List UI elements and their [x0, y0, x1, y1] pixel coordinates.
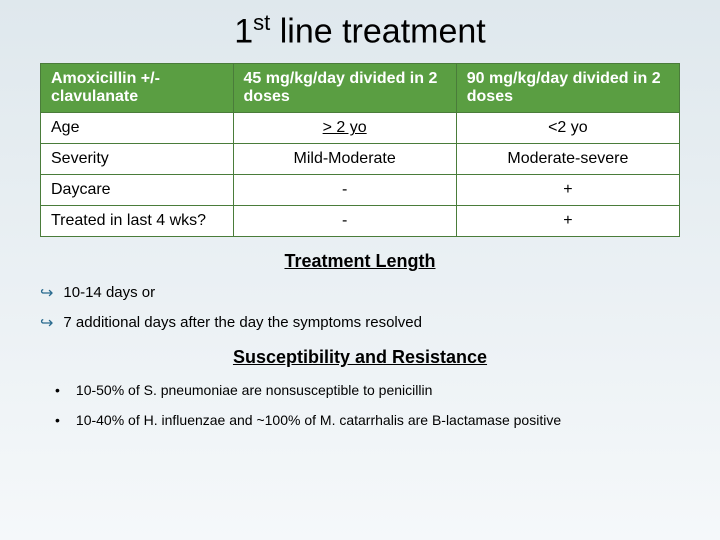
list-item-text: 10-40% of H. influenzae and ~100% of M. … [76, 412, 561, 428]
treatment-list: ↪ 10-14 days or ↪ 7 additional days afte… [40, 284, 720, 332]
row-val1: - [233, 206, 456, 237]
resistance-list: • 10-50% of S. pneumoniae are nonsuscept… [55, 382, 720, 428]
slide-title: 1st line treatment [0, 10, 720, 51]
list-item: • 10-40% of H. influenzae and ~100% of M… [55, 412, 720, 428]
dose2-header: 90 mg/kg/day divided in 2 doses [456, 64, 679, 113]
list-item: • 10-50% of S. pneumoniae are nonsuscept… [55, 382, 720, 398]
list-item-text: 7 additional days after the day the symp… [63, 314, 422, 331]
title-superscript: st [253, 10, 270, 35]
row-label: Daycare [41, 175, 234, 206]
row-val1: > 2 yo [233, 113, 456, 144]
drug-header: Amoxicillin +/- clavulanate [41, 64, 234, 113]
row-val2: Moderate-severe [456, 144, 679, 175]
table-row: Treated in last 4 wks? - + [41, 206, 680, 237]
title-prefix: 1 [234, 12, 253, 50]
list-item-text: 10-50% of S. pneumoniae are nonsusceptib… [76, 382, 432, 398]
arrow-icon: ↪ [40, 284, 53, 303]
row-val1: Mild-Moderate [233, 144, 456, 175]
arrow-icon: ↪ [40, 314, 53, 333]
table-row: Daycare - + [41, 175, 680, 206]
row-label: Age [41, 113, 234, 144]
dose1-header: 45 mg/kg/day divided in 2 doses [233, 64, 456, 113]
resistance-heading: Susceptibility and Resistance [0, 347, 720, 368]
row-val2: + [456, 206, 679, 237]
table-row: Severity Mild-Moderate Moderate-severe [41, 144, 680, 175]
row-label: Treated in last 4 wks? [41, 206, 234, 237]
list-item-text: 10-14 days or [63, 284, 155, 301]
bullet-icon: • [55, 382, 60, 398]
list-item: ↪ 7 additional days after the day the sy… [40, 314, 720, 333]
row-label: Severity [41, 144, 234, 175]
dosing-table: Amoxicillin +/- clavulanate 45 mg/kg/day… [40, 63, 680, 237]
row-val2: + [456, 175, 679, 206]
table-row: Age > 2 yo <2 yo [41, 113, 680, 144]
treatment-length-heading: Treatment Length [0, 251, 720, 272]
table-header-row: Amoxicillin +/- clavulanate 45 mg/kg/day… [41, 64, 680, 113]
row-val1: - [233, 175, 456, 206]
list-item: ↪ 10-14 days or [40, 284, 720, 303]
bullet-icon: • [55, 412, 60, 428]
row-val2: <2 yo [456, 113, 679, 144]
title-rest: line treatment [270, 12, 485, 50]
